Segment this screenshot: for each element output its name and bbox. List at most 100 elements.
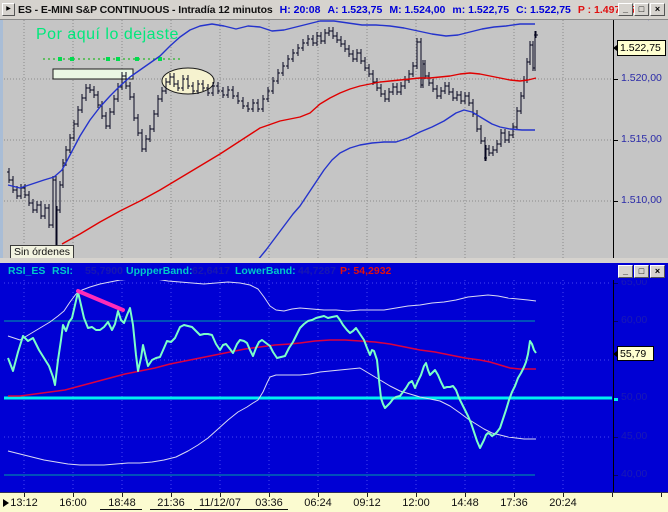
chart-annotation-text: Por aquí lo dejaste bbox=[36, 26, 179, 43]
no-orders-label: Sin órdenes bbox=[10, 245, 75, 260]
time-tick bbox=[465, 493, 466, 497]
window-title: ES - E-MINI S&P CONTINUOUS - Intradía 12… bbox=[18, 4, 273, 16]
stat-high-time: H: 20:08 bbox=[279, 4, 321, 16]
stat-close: C: 1.522,75 bbox=[516, 4, 571, 16]
moving-average-red bbox=[61, 72, 537, 245]
session-underline bbox=[194, 509, 288, 510]
lowerband-value: 44,7287 bbox=[298, 265, 336, 277]
axis-label: 1.520,00 bbox=[621, 72, 662, 84]
time-label: 06:24 bbox=[304, 497, 332, 509]
time-tick bbox=[171, 493, 172, 497]
green-order-marker bbox=[70, 57, 74, 61]
rsi-axis: 55,79 65,00 60,00 50,00 45,00 40,00 bbox=[613, 280, 668, 492]
lower-band-white bbox=[7, 367, 536, 466]
axis-label: 60,00 bbox=[621, 314, 648, 326]
rsi-value-marker: 55,79 bbox=[614, 346, 654, 361]
axis-tick bbox=[614, 201, 618, 202]
time-label: 17:36 bbox=[500, 497, 528, 509]
time-label: 09:12 bbox=[353, 497, 381, 509]
green-order-marker bbox=[106, 57, 110, 61]
rsi-moving-average bbox=[8, 339, 536, 397]
stat-max: M: 1.524,00 bbox=[389, 4, 446, 16]
rsi-chart[interactable] bbox=[0, 280, 613, 492]
price-chart-bg bbox=[0, 20, 613, 260]
window-controls: _ □ × bbox=[617, 3, 665, 16]
price-window-titlebar[interactable]: ▶ ES - E-MINI S&P CONTINUOUS - Intradía … bbox=[0, 0, 668, 20]
axis-label: 1.515,00 bbox=[621, 133, 662, 145]
price-marker-arrow-icon bbox=[614, 45, 617, 51]
green-order-marker bbox=[135, 57, 139, 61]
rsi-label: RSI: bbox=[52, 265, 73, 277]
axis-tick bbox=[614, 283, 618, 284]
time-tick bbox=[24, 493, 25, 497]
time-tick bbox=[514, 493, 515, 497]
stat-min: m: 1.522,75 bbox=[452, 4, 510, 16]
time-label: 13:12 bbox=[10, 497, 38, 509]
price-chart[interactable] bbox=[0, 20, 613, 260]
cyan-level-tick bbox=[614, 398, 618, 401]
time-tick bbox=[318, 493, 319, 497]
window-menu-arrow-icon[interactable]: ▶ bbox=[2, 3, 15, 16]
time-tick bbox=[122, 493, 123, 497]
time-label: 03:36 bbox=[255, 497, 283, 509]
axis-label: 45,00 bbox=[621, 430, 648, 442]
upperband-label: UppperBand: bbox=[126, 265, 193, 277]
rsi-marker-value: 55,79 bbox=[620, 348, 647, 360]
time-label: 14:48 bbox=[451, 497, 479, 509]
axis-tick bbox=[614, 79, 618, 80]
time-tick bbox=[73, 493, 74, 497]
green-order-marker bbox=[158, 57, 162, 61]
time-tick bbox=[612, 493, 613, 497]
time-label: 20:24 bbox=[549, 497, 577, 509]
rsi-close-button[interactable]: × bbox=[650, 265, 665, 278]
lower-bollinger-band bbox=[256, 109, 535, 260]
left-frame bbox=[0, 20, 3, 492]
rsi-window-titlebar[interactable]: RSI_ES RSI: 55,7900 UppperBand: 62,6417 … bbox=[0, 263, 668, 280]
rsi-value: 55,7900 bbox=[85, 265, 123, 277]
panel-separator bbox=[0, 258, 668, 263]
axis-tick bbox=[614, 140, 618, 141]
rsi-previous-value: P: 54,2932 bbox=[340, 265, 392, 277]
rsi-line bbox=[7, 291, 537, 449]
axis-tick bbox=[614, 475, 618, 476]
time-label: 16:00 bbox=[59, 497, 87, 509]
highlight-rectangle-drawing[interactable] bbox=[52, 68, 134, 80]
rsi-minimize-button[interactable]: _ bbox=[618, 265, 633, 278]
time-tick bbox=[269, 493, 270, 497]
close-button[interactable]: × bbox=[650, 3, 665, 16]
axis-tick bbox=[614, 437, 618, 438]
axis-label: 1.510,00 bbox=[621, 194, 662, 206]
axis-label: 1.525,00 bbox=[621, 20, 662, 22]
rsi-maximize-button[interactable]: □ bbox=[634, 265, 649, 278]
stat-open: A: 1.523,75 bbox=[327, 4, 383, 16]
green-order-marker bbox=[58, 57, 62, 61]
upperband-value: 62,6417 bbox=[192, 265, 230, 277]
session-underline bbox=[150, 509, 192, 510]
rsi-chart-bg bbox=[0, 280, 613, 492]
session-underline bbox=[100, 509, 142, 510]
rsi-indicator-name: RSI_ES bbox=[8, 265, 46, 277]
time-tick bbox=[416, 493, 417, 497]
green-order-marker bbox=[116, 57, 120, 61]
time-tick bbox=[220, 493, 221, 497]
time-label: 12:00 bbox=[402, 497, 430, 509]
rsi-marker-arrow-icon bbox=[614, 351, 617, 357]
last-price-value: 1.522,75 bbox=[620, 42, 661, 54]
time-tick bbox=[661, 493, 662, 497]
maximize-button[interactable]: □ bbox=[634, 3, 649, 16]
axis-tick bbox=[614, 321, 618, 322]
axis-label: 65,00 bbox=[621, 280, 648, 288]
time-scroll-arrow-icon[interactable] bbox=[3, 499, 9, 507]
time-label: 18:48 bbox=[108, 497, 136, 509]
magenta-trendline-drawing[interactable] bbox=[76, 289, 125, 312]
titlebar-text-row: ES - E-MINI S&P CONTINUOUS - Intradía 12… bbox=[18, 0, 635, 19]
axis-label: 50,00 bbox=[621, 391, 648, 403]
upper-bollinger-band bbox=[7, 20, 535, 189]
time-label: 21:36 bbox=[157, 497, 185, 509]
time-axis: 13:12 16:00 18:48 21:36 11/12/07 03:36 06:24 09… bbox=[0, 492, 668, 512]
price-axis: 1.522,75 1.525,00 1.520,00 1.515,00 1.510,0… bbox=[613, 20, 668, 260]
lowerband-label: LowerBand: bbox=[235, 265, 296, 277]
time-tick bbox=[367, 493, 368, 497]
minimize-button[interactable]: _ bbox=[618, 3, 633, 16]
last-price-marker: 1.522,75 bbox=[614, 40, 666, 56]
